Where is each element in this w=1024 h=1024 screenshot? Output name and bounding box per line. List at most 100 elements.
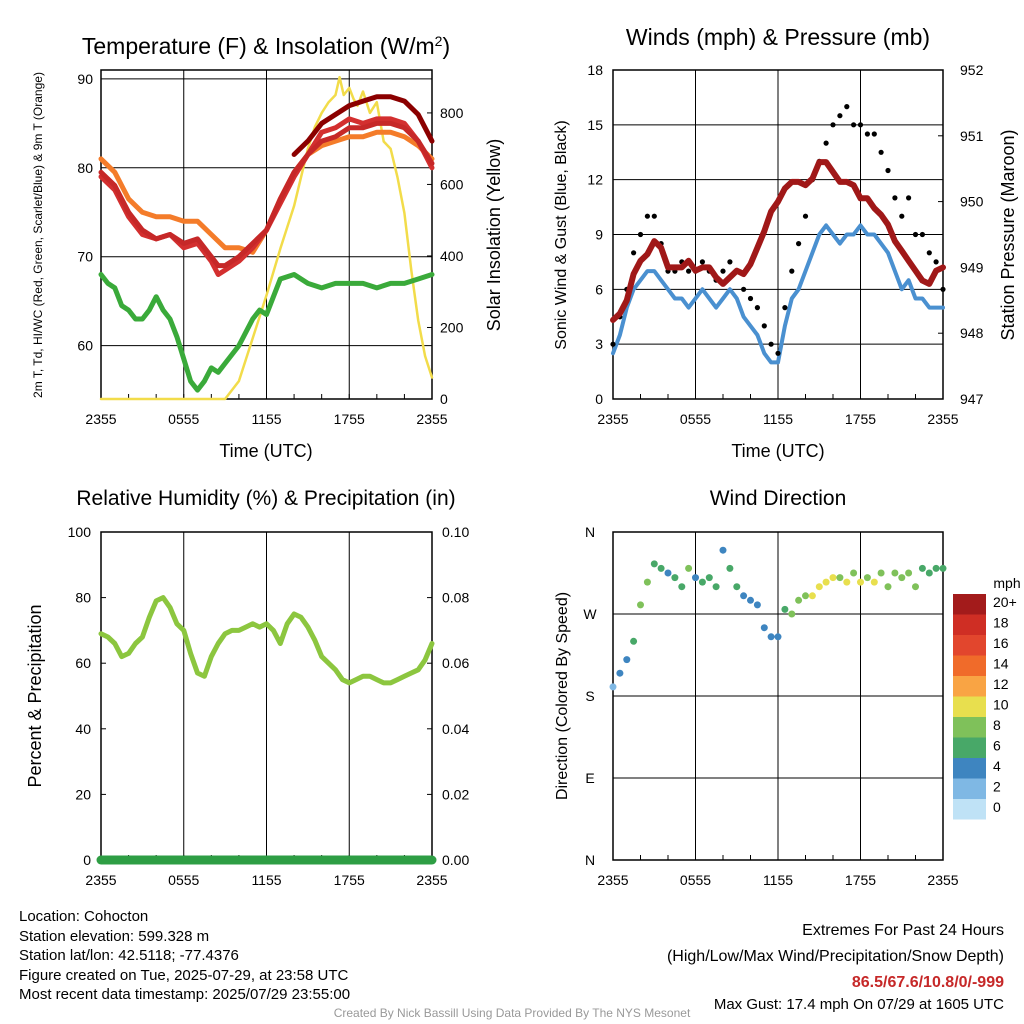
gust-point [844, 104, 850, 110]
legend-tick-label: 18 [993, 615, 1009, 631]
station-info: Location: Cohocton Station elevation: 59… [19, 907, 350, 1005]
y-axis-label: Direction (Colored By Speed) [554, 592, 571, 800]
max-gust-text: Max Gust: 17.4 mph On 07/29 at 1605 UTC [713, 996, 1004, 1013]
extremes-title: Extremes For Past 24 Hours [802, 922, 1004, 939]
direction-point [712, 583, 720, 591]
direction-point [692, 574, 699, 582]
gust-point [851, 122, 857, 128]
legend-color-box [953, 717, 986, 738]
y2-tick-label: 0.02 [442, 786, 469, 802]
direction-point [912, 583, 919, 591]
direction-point [918, 564, 926, 572]
y-tick-label: 40 [75, 721, 91, 737]
humidity-panel: Relative Humidity (%) & Precipitation (i… [25, 487, 469, 888]
gust-point [878, 149, 884, 155]
x-tick-label: 1155 [763, 411, 793, 427]
y-tick-label: N [585, 524, 595, 540]
x-tick-label: 2355 [416, 411, 447, 427]
x-tick-label: 1155 [251, 411, 281, 427]
pressure-line [610, 159, 946, 323]
y-axis-label: 2m T, Td, HI/WC (Red, Green, Scarlet/Blu… [31, 72, 45, 398]
y-tick-label: 6 [595, 281, 603, 297]
x-tick-label: 0555 [168, 872, 199, 888]
y2-tick-label: 0.04 [442, 721, 469, 737]
legend-tick-label: 6 [993, 738, 1001, 754]
extremes-info: Extremes For Past 24 Hours (High/Low/Max… [667, 918, 1004, 1014]
direction-point [850, 569, 858, 577]
x-axis-label: Time (UTC) [219, 441, 312, 461]
legend-tick-label: 16 [993, 635, 1009, 651]
y-tick-label: W [583, 606, 597, 622]
gust-point [651, 213, 657, 219]
gust-point [686, 268, 692, 274]
direction-point [932, 564, 940, 572]
y-tick-label: 0 [595, 391, 603, 407]
gust-point [699, 259, 706, 265]
legend-tick-label: 2 [993, 779, 1001, 795]
y2-tick-label: 600 [440, 176, 464, 192]
direction-point [815, 583, 823, 591]
direction-point [685, 564, 693, 572]
y2-tick-label: 0.08 [442, 590, 469, 606]
legend-color-box [953, 778, 986, 799]
y-tick-label: 60 [77, 338, 93, 354]
direction-point [733, 583, 741, 591]
y2-tick-label: 200 [440, 319, 464, 335]
x-tick-label: 2355 [927, 872, 958, 888]
y-tick-label: 12 [587, 172, 603, 188]
gust-point [644, 213, 651, 219]
y2-tick-label: 952 [960, 62, 984, 78]
direction-point [678, 583, 686, 591]
legend-tick-label: 0 [993, 799, 1001, 815]
latlon-text: Station lat/lon: 42.5118; -77.4376 [19, 947, 239, 964]
panel-title: Wind Direction [710, 487, 847, 510]
gust-point [720, 268, 726, 274]
panel-title: Temperature (F) & Insolation (W/m2) [82, 33, 450, 59]
gust-point [926, 250, 932, 256]
y-tick-label: 18 [587, 62, 603, 78]
direction-point [870, 578, 878, 586]
direction-point [767, 633, 775, 641]
direction-point [857, 578, 864, 586]
y-tick-label: 100 [68, 524, 92, 540]
direction-point [939, 564, 947, 572]
gust-point [933, 259, 939, 265]
direction-point [726, 564, 734, 572]
panel-title: Relative Humidity (%) & Precipitation (i… [76, 487, 455, 510]
x-tick-label: 1155 [763, 872, 793, 888]
direction-point [698, 578, 706, 586]
gust-point [912, 231, 919, 238]
direction-point [877, 569, 885, 577]
direction-point [884, 583, 892, 591]
legend-tick-label: 12 [993, 676, 1009, 692]
y2-tick-label: 0.06 [442, 655, 469, 671]
gust-point [802, 213, 809, 219]
gust-point [761, 323, 767, 329]
direction-point [774, 633, 782, 641]
direction-point [623, 656, 631, 664]
y-tick-label: 0 [83, 852, 91, 868]
direction-point [802, 592, 809, 600]
direction-point [747, 596, 754, 604]
y2-tick-label: 0.10 [442, 524, 469, 540]
x-tick-label: 1755 [334, 411, 365, 427]
x-tick-label: 1155 [251, 872, 281, 888]
direction-point [788, 610, 796, 618]
x-tick-label: 2355 [85, 872, 116, 888]
legend-unit-label: mph [993, 575, 1020, 591]
gust-point [796, 241, 802, 247]
direction-point [829, 574, 837, 582]
extremes-values: 86.5/67.6/10.8/0/-999 [851, 974, 1004, 991]
y-tick-label: 15 [587, 117, 603, 133]
y-tick-label: N [585, 852, 595, 868]
gust-point [789, 268, 795, 274]
direction-point [643, 578, 651, 586]
gust-point [747, 295, 754, 302]
legend-tick-label: 14 [993, 656, 1009, 672]
y-tick-label: 9 [595, 227, 603, 243]
gust-point [782, 305, 788, 311]
maroon-temperature-line [291, 94, 435, 157]
y-tick-label: S [585, 688, 594, 704]
